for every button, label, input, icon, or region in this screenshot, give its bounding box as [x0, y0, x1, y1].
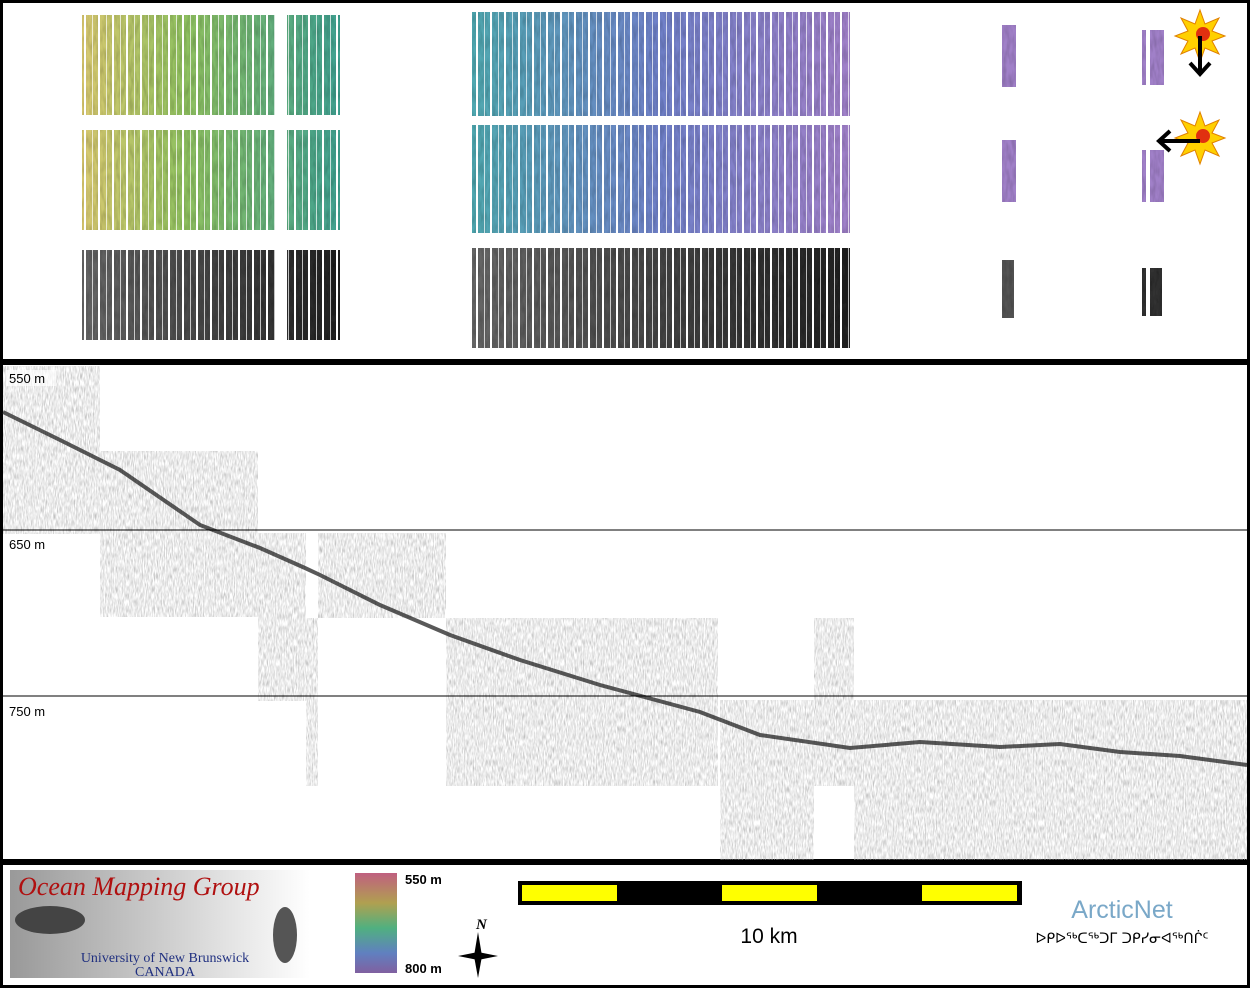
swath-gaps: [82, 10, 1150, 350]
logo-shape: [273, 907, 297, 963]
depth-label: 650 m: [9, 537, 45, 552]
gap-pattern: [82, 10, 852, 350]
swath: [1142, 150, 1164, 202]
arcticnet-inuktitut: ᐅᑭᐅᖅᑕᖅᑐᒥ ᑐᑭᓯᓂᐊᖅᑎᒌᑦ: [1036, 930, 1209, 947]
label-bg: [6, 370, 56, 386]
arcticnet-name: ArcticNet: [1071, 896, 1172, 924]
sun-icon: [1156, 110, 1227, 166]
block: [258, 533, 306, 701]
scale-label: 10 km: [740, 925, 797, 948]
block: [446, 618, 718, 786]
north-arrow: N: [458, 917, 498, 978]
block: [854, 700, 1247, 860]
sun-icon: [1173, 8, 1227, 77]
profile-blocks: [3, 366, 1247, 860]
logo-country: CANADA: [135, 965, 196, 980]
block: [100, 451, 258, 617]
colorbar-top: 550 m: [405, 872, 442, 887]
block: [306, 618, 318, 786]
logo-title: Ocean Mapping Group: [18, 872, 260, 901]
colorbar-bottom: 800 m: [405, 961, 442, 976]
logo-shape: [15, 906, 85, 934]
logo-university: University of New Brunswick: [81, 951, 249, 966]
swath: [1002, 140, 1016, 202]
omg-logo: Ocean Mapping Group University of New Br…: [10, 870, 310, 980]
swath: [1002, 260, 1014, 318]
depth-label: 550 m: [9, 371, 45, 386]
depth-label: 750 m: [9, 704, 45, 719]
gap: [1146, 20, 1150, 320]
swath: [1002, 25, 1016, 87]
scale-bar: [518, 881, 1022, 905]
swath: [1142, 30, 1164, 85]
gap: [275, 10, 287, 350]
north-label: N: [475, 917, 488, 933]
colorbar: [355, 873, 397, 973]
swath: [1142, 268, 1162, 316]
seafloor: [2, 410, 1248, 767]
block: [3, 366, 100, 534]
block: [814, 618, 854, 786]
